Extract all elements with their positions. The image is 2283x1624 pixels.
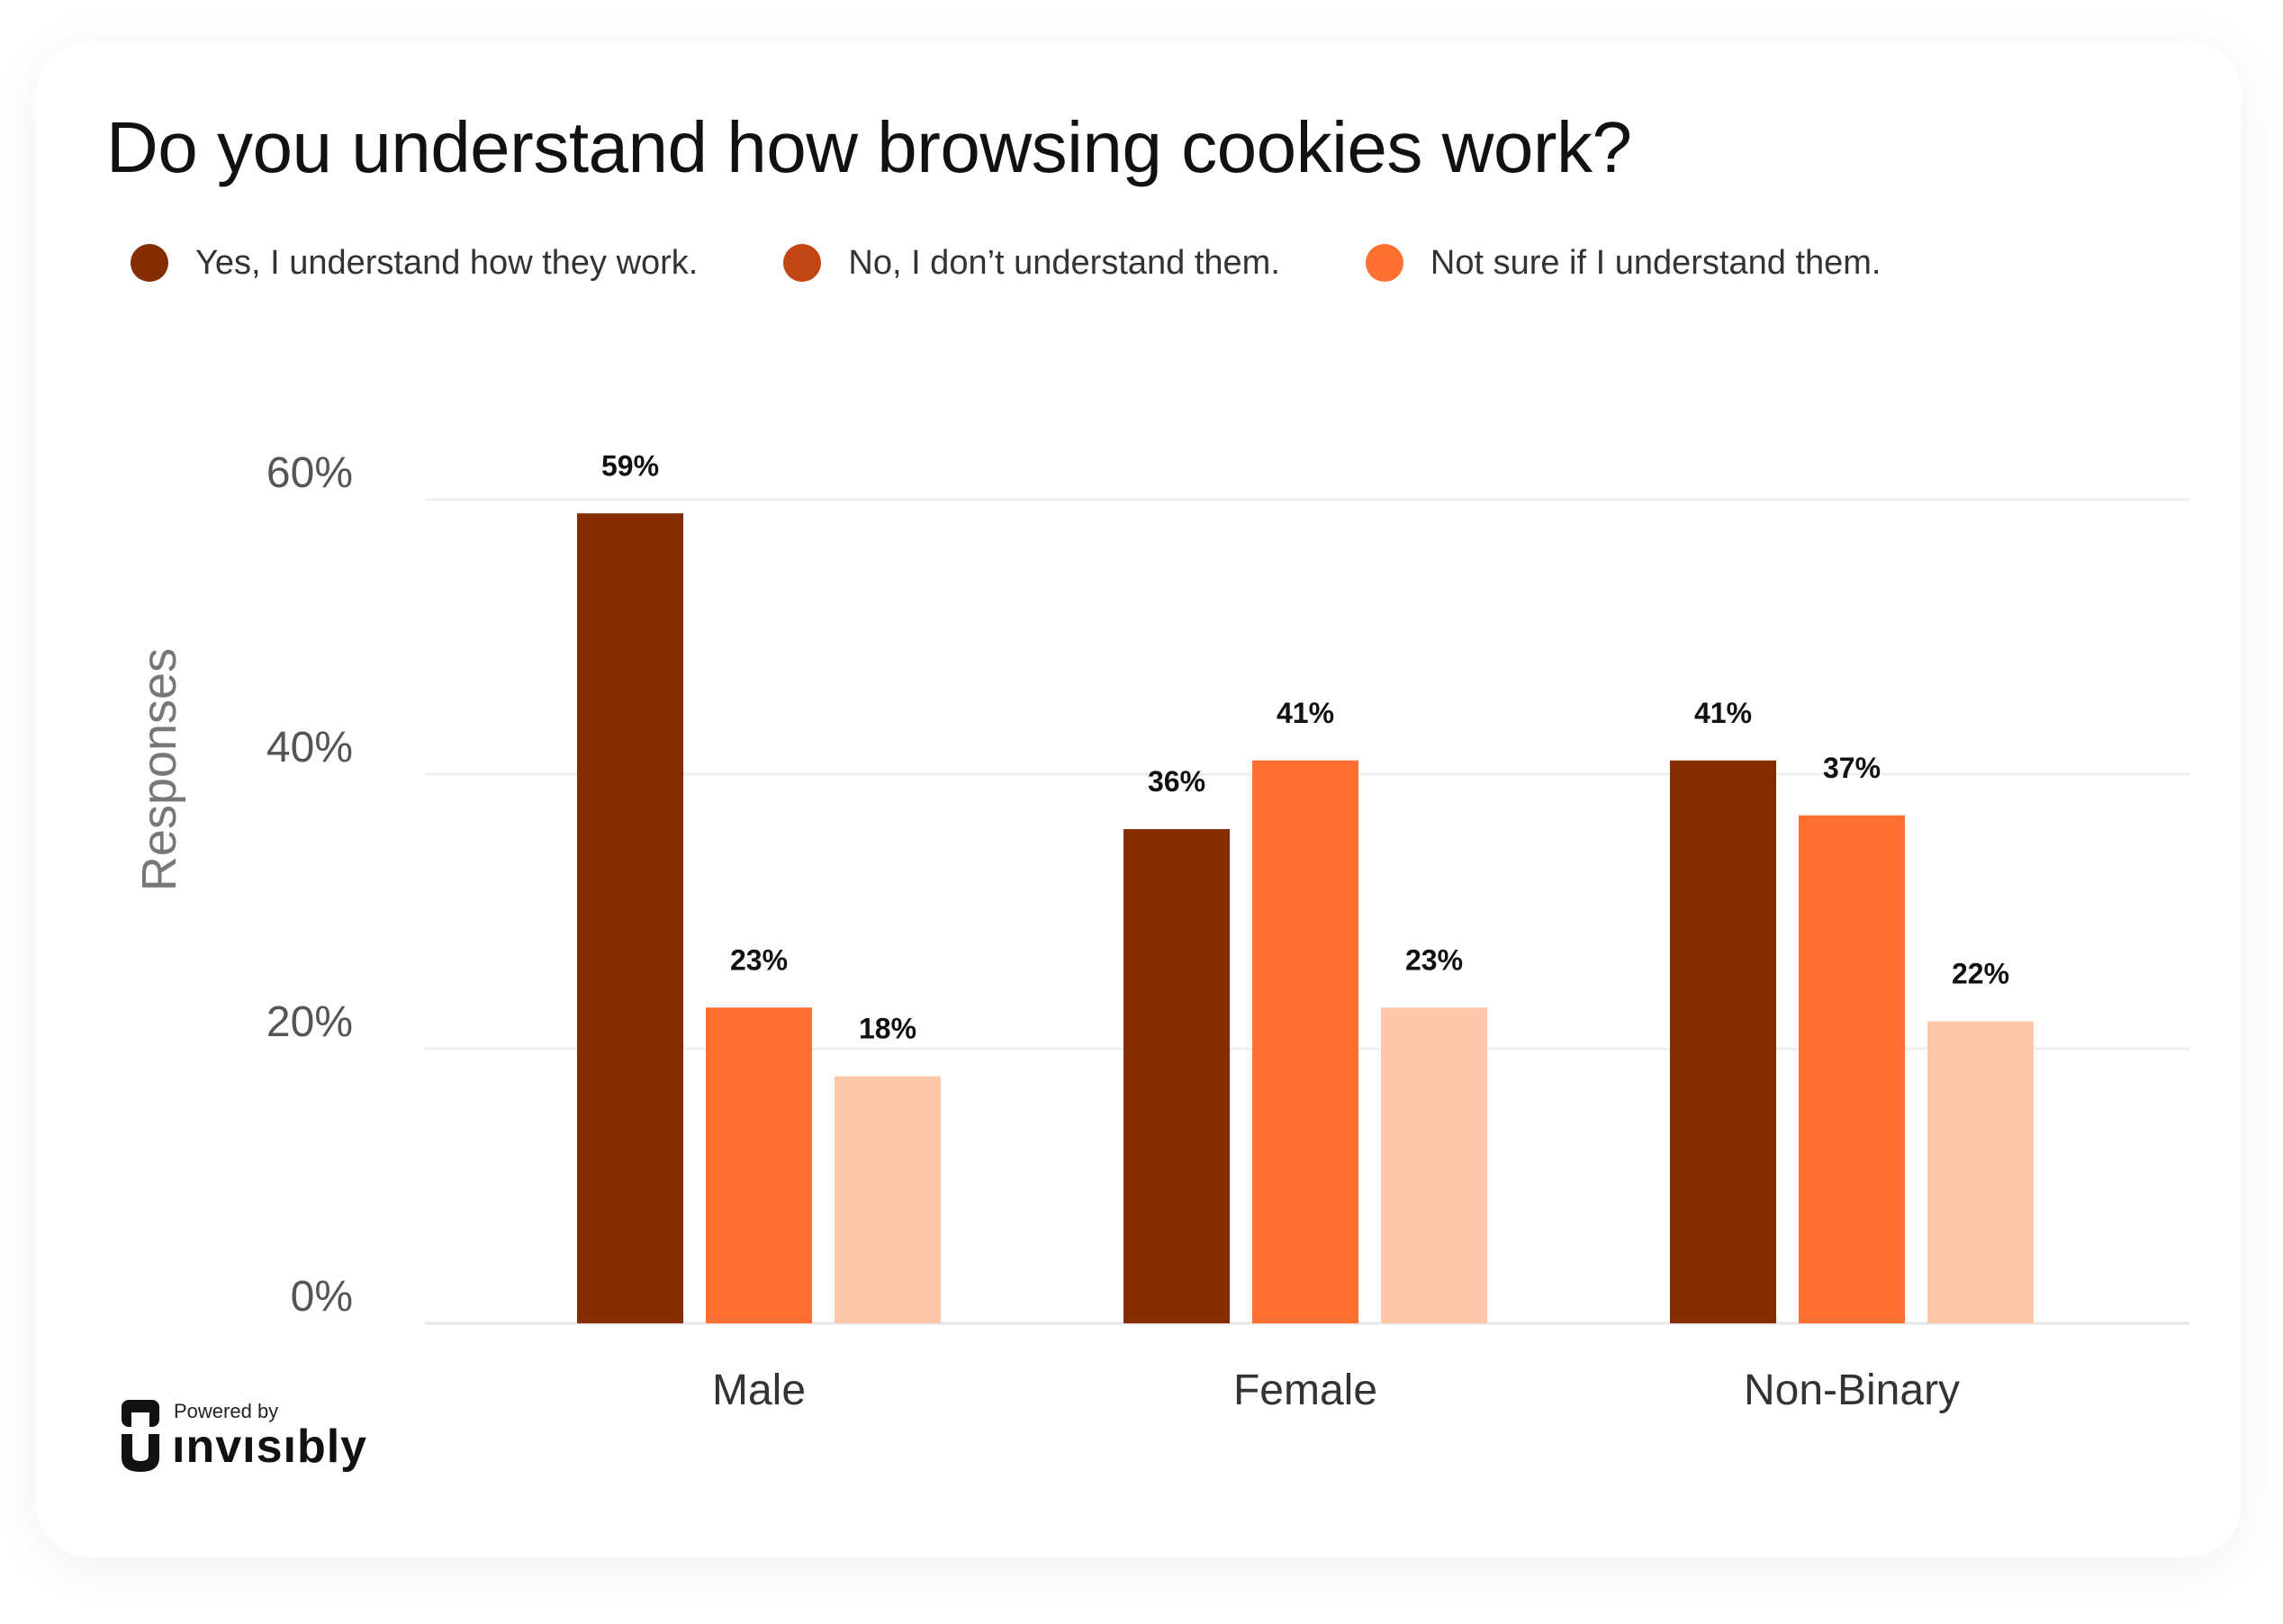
- legend-item-yes: Yes, I understand how they work.: [131, 244, 698, 283]
- data-label: 37%: [1823, 752, 1881, 784]
- bar: [706, 1007, 812, 1323]
- legend-dot-not-sure: [1365, 244, 1403, 282]
- x-tick-label: Male: [712, 1367, 806, 1414]
- data-label: 41%: [1277, 697, 1334, 729]
- legend-label-not-sure: Not sure if I understand them.: [1430, 243, 1881, 282]
- bar: [1252, 760, 1358, 1323]
- x-tick-label: Female: [1233, 1367, 1377, 1414]
- data-label: 18%: [859, 1013, 916, 1045]
- y-tick-label: 0%: [291, 1273, 353, 1321]
- y-tick-label: 20%: [266, 998, 353, 1046]
- bar: [835, 1076, 941, 1323]
- data-label: 36%: [1148, 765, 1205, 798]
- powered-by-text: Powered by: [174, 1400, 279, 1422]
- data-label: 23%: [1405, 943, 1463, 976]
- legend-dot-no: [783, 244, 822, 282]
- data-label: 23%: [730, 943, 788, 976]
- chart-title: Do you understand how browsing cookies w…: [106, 107, 1632, 187]
- x-tick-label: Non-Binary: [1744, 1367, 1960, 1414]
- invisibly-logo-icon: [122, 1400, 159, 1472]
- y-tick-label: 40%: [266, 724, 353, 771]
- bar: [1123, 829, 1230, 1323]
- legend-item-not-sure: Not sure if I understand them.: [1365, 243, 1881, 283]
- brand-name: ınvısıbly: [172, 1421, 368, 1473]
- bar: [1799, 815, 1905, 1323]
- data-label: 59%: [601, 449, 659, 482]
- legend-label-yes: Yes, I understand how they work.: [195, 243, 699, 282]
- y-axis-label: Responses: [132, 648, 186, 891]
- legend: Yes, I understand how they work. No, I d…: [131, 236, 1966, 290]
- y-tick-label: 60%: [266, 449, 353, 497]
- bar: [1927, 1021, 2034, 1323]
- legend-dot-yes: [131, 244, 168, 282]
- bar: [1670, 760, 1776, 1323]
- bar: [577, 513, 683, 1323]
- legend-item-no: No, I don’t understand them.: [783, 244, 1280, 283]
- legend-label-no: No, I don’t understand them.: [848, 243, 1280, 282]
- bar: [1381, 1007, 1487, 1323]
- data-label: 22%: [1952, 958, 2009, 990]
- data-label: 41%: [1694, 697, 1752, 729]
